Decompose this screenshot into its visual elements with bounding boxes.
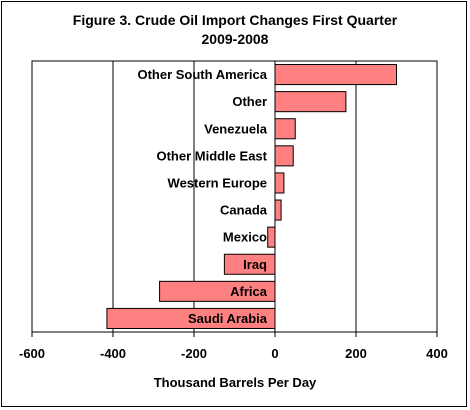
category-label: Other	[232, 94, 267, 109]
category-label: Other Middle East	[156, 148, 267, 163]
bar	[274, 91, 347, 113]
chart-title-line-2: 2009-2008	[201, 31, 269, 47]
category-label: Iraq	[243, 257, 267, 272]
bar	[274, 145, 294, 167]
bar	[274, 118, 296, 140]
chart-title: Figure 3. Crude Oil Import Changes First…	[0, 11, 470, 49]
category-label: Saudi Arabia	[188, 311, 268, 326]
bar	[274, 172, 285, 194]
x-tick-label: -200	[181, 346, 207, 361]
category-label: Other South America	[137, 67, 267, 82]
bar	[274, 199, 282, 221]
bar	[267, 226, 276, 248]
category-label: Western Europe	[168, 175, 267, 190]
chart-title-line-1: Figure 3. Crude Oil Import Changes First…	[72, 12, 398, 28]
category-label: Mexico	[223, 230, 267, 245]
x-tick-label: -600	[19, 346, 45, 361]
x-axis-title: Thousand Barrels Per Day	[154, 375, 317, 390]
x-tick-label: 0	[271, 346, 278, 361]
plot-area: Other South America Other Venezuela Other M…	[19, 60, 448, 361]
x-tick-label: 400	[426, 346, 448, 361]
category-label: Africa	[230, 284, 268, 299]
category-label: Venezuela	[204, 121, 268, 136]
x-tick-label: 200	[345, 346, 367, 361]
category-label: Canada	[220, 203, 268, 218]
bar	[274, 64, 397, 86]
x-tick-label: -400	[100, 346, 126, 361]
